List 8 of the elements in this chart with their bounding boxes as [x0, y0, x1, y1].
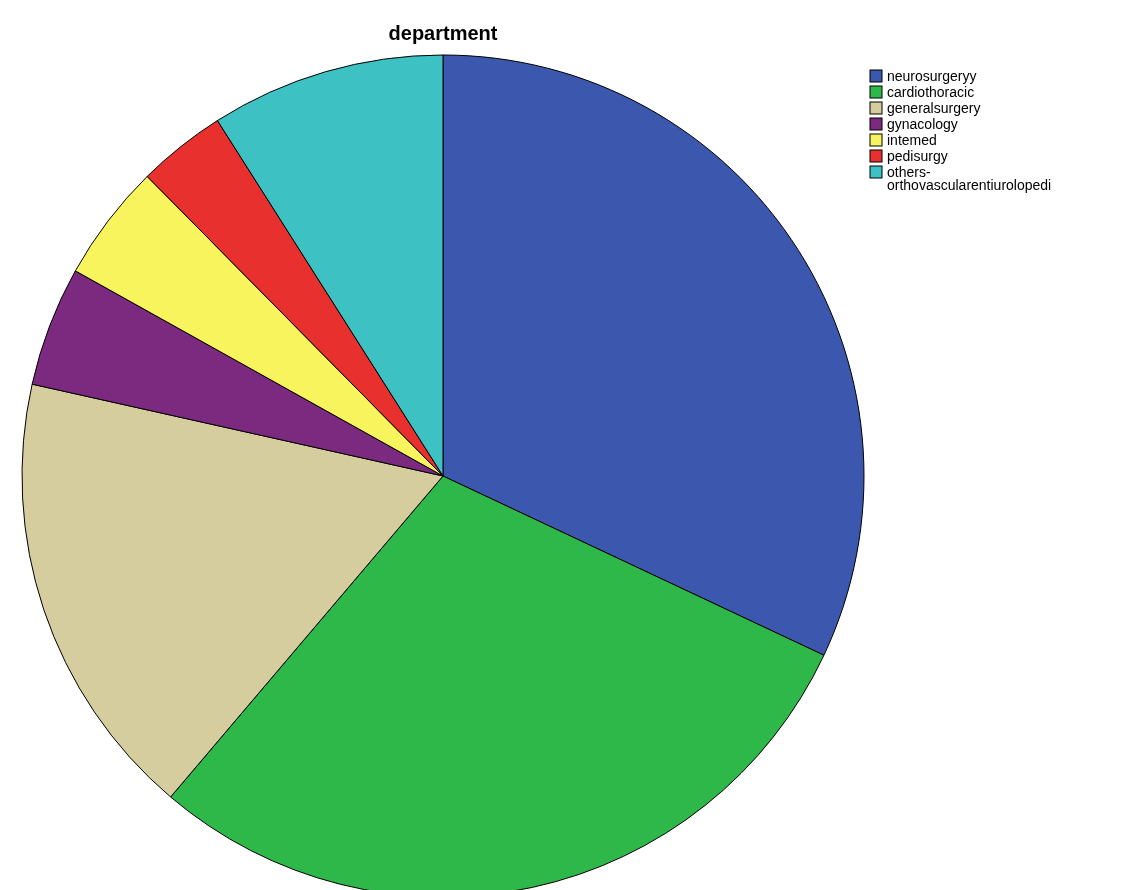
legend-label: cardiothoracic [887, 84, 975, 100]
chart-title: department [388, 22, 498, 44]
legend-label: gynacology [887, 116, 958, 132]
legend-label: neurosurgeryy [887, 68, 977, 84]
legend-label: others-orthovascularentiurolopedi [887, 164, 1052, 193]
legend-label: pedisurgy [887, 148, 948, 164]
legend-label: intemed [887, 132, 937, 148]
legend-label: generalsurgery [887, 100, 981, 116]
